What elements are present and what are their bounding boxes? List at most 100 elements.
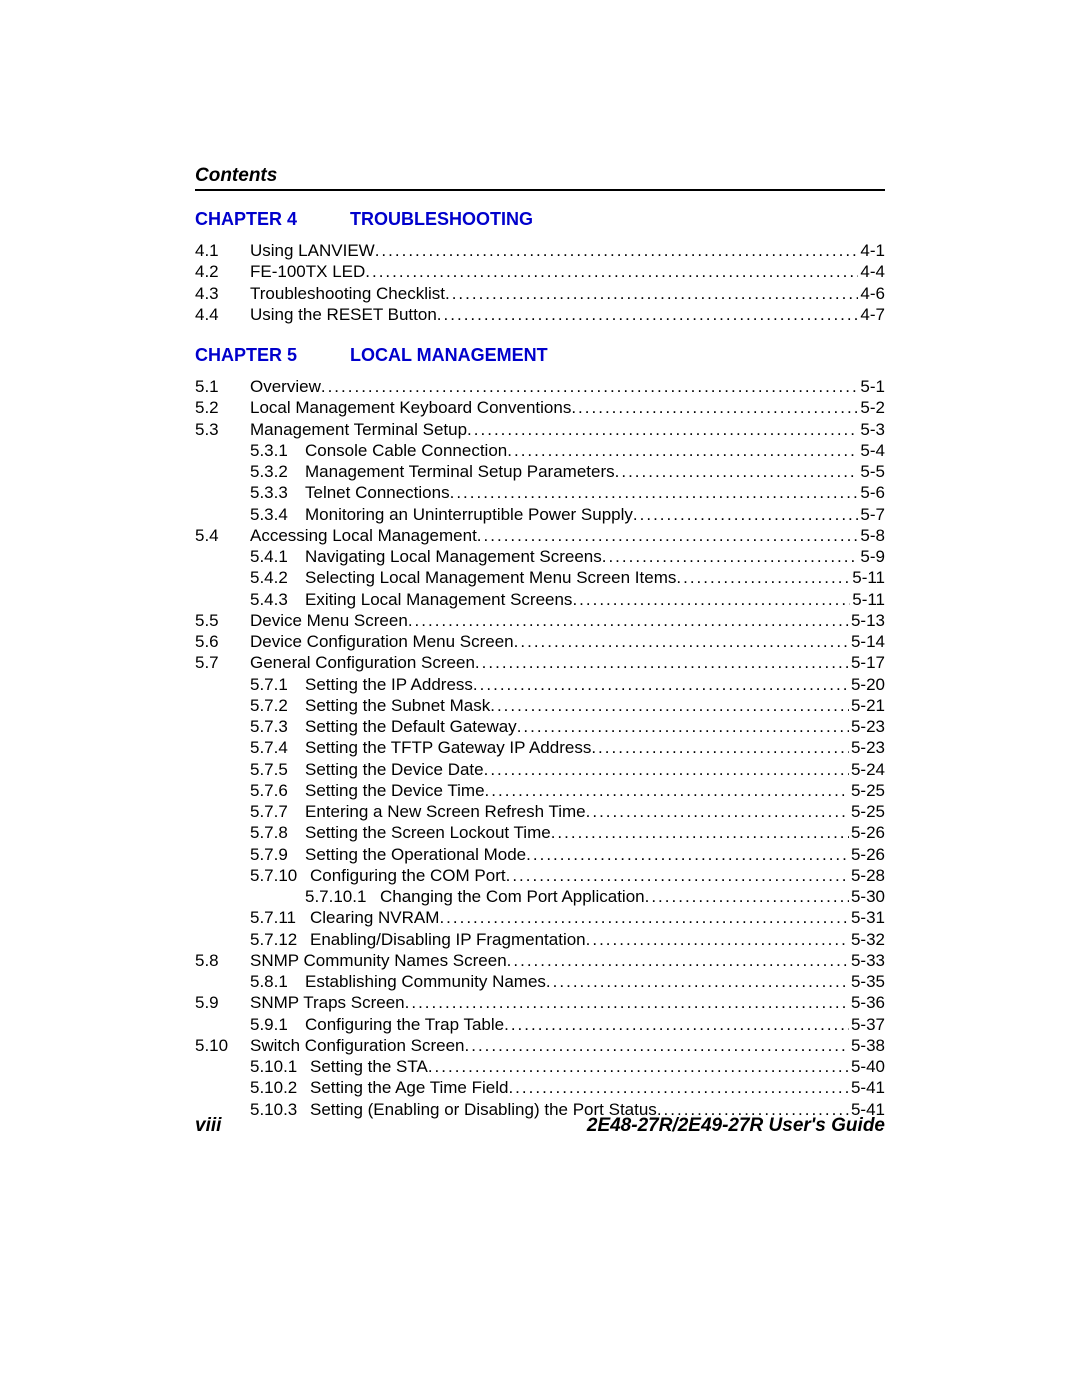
toc-entry-page: 5-7 [858, 504, 885, 525]
toc-entry-number: 5.3.4 [250, 504, 305, 525]
chapter5-heading: CHAPTER 5 LOCAL MANAGEMENT [195, 345, 885, 366]
toc-entry-text: Clearing NVRAM [310, 907, 439, 928]
toc-entry-text: Configuring the Trap Table [305, 1014, 504, 1035]
toc-entry-page: 5-26 [849, 844, 885, 865]
toc-entry-page: 5-14 [849, 631, 885, 652]
toc-leader-dots: ........................................… [473, 674, 849, 695]
toc-entry-text: Setting the Operational Mode [305, 844, 526, 865]
toc-leader-dots: ........................................… [439, 907, 849, 928]
toc-entry-text: Using the RESET Button [250, 304, 437, 325]
toc-leader-dots: ........................................… [645, 886, 849, 907]
toc-entry-page: 5-36 [849, 992, 885, 1013]
toc-leader-dots: ........................................… [490, 695, 849, 716]
toc-entry-page: 4-6 [858, 283, 885, 304]
toc-entry-number: 5.7.2 [250, 695, 305, 716]
toc-entry-number: 5.7.3 [250, 716, 305, 737]
toc-entry-text: Troubleshooting Checklist [250, 283, 445, 304]
toc-row: 5.7.6Setting the Device Time............… [195, 780, 885, 801]
toc-entry-text: Setting the IP Address [305, 674, 473, 695]
toc-entry-number: 5.4.1 [250, 546, 305, 567]
toc-entry-text: Establishing Community Names [305, 971, 546, 992]
toc-leader-dots: ........................................… [321, 376, 859, 397]
page-footer: viii 2E48-27R/2E49-27R User's Guide [195, 1115, 885, 1137]
toc-leader-dots: ........................................… [551, 822, 849, 843]
toc-row: 5.4.2Selecting Local Management Menu Scr… [195, 567, 885, 588]
toc-entry-page: 5-21 [849, 695, 885, 716]
page-header-title: Contents [195, 165, 277, 186]
toc-entry-text: Navigating Local Management Screens [305, 546, 602, 567]
toc-leader-dots: ........................................… [375, 240, 859, 261]
toc-entry-text: Switch Configuration Screen [250, 1035, 465, 1056]
chapter5-title: LOCAL MANAGEMENT [350, 345, 548, 365]
toc-leader-dots: ........................................… [517, 716, 849, 737]
toc-entry-page: 4-7 [858, 304, 885, 325]
toc-row: 5.7.10Configuring the COM Port..........… [195, 865, 885, 886]
toc-row: 5.7.3Setting the Default Gateway........… [195, 716, 885, 737]
toc-leader-dots: ........................................… [526, 844, 849, 865]
toc-row: 5.7.5Setting the Device Date............… [195, 759, 885, 780]
toc-row: 4.2FE-100TX LED.........................… [195, 261, 885, 282]
toc-entry-number: 5.10 [195, 1035, 250, 1056]
toc-leader-dots: ........................................… [586, 929, 849, 950]
toc-entry-number: 5.7.4 [250, 737, 305, 758]
chapter4-label: CHAPTER 4 [195, 209, 345, 230]
toc-leader-dots: ........................................… [467, 419, 858, 440]
chapter4-title: TROUBLESHOOTING [350, 209, 533, 229]
toc-entry-number: 5.2 [195, 397, 250, 418]
toc-entry-number: 5.7.10 [250, 865, 310, 886]
toc-entry-text: Local Management Keyboard Conventions [250, 397, 571, 418]
toc-leader-dots: ........................................… [602, 546, 859, 567]
toc-leader-dots: ........................................… [571, 397, 858, 418]
toc-entry-number: 5.4.3 [250, 589, 305, 610]
toc-leader-dots: ........................................… [586, 801, 849, 822]
chapter5-label: CHAPTER 5 [195, 345, 345, 366]
toc-leader-dots: ........................................… [365, 261, 858, 282]
toc-row: 5.7.7Entering a New Screen Refresh Time.… [195, 801, 885, 822]
toc-entry-text: Using LANVIEW [250, 240, 375, 261]
toc-leader-dots: ........................................… [546, 971, 849, 992]
toc-entry-number: 5.4 [195, 525, 250, 546]
toc-row: 5.8.1Establishing Community Names.......… [195, 971, 885, 992]
toc-entry-text: SNMP Traps Screen [250, 992, 405, 1013]
toc-entry-number: 5.7.10.1 [305, 886, 380, 907]
toc-row: 5.7.9Setting the Operational Mode.......… [195, 844, 885, 865]
toc-row: 5.6Device Configuration Menu Screen.....… [195, 631, 885, 652]
toc-entry-text: Management Terminal Setup [250, 419, 467, 440]
toc-row: 5.7.8Setting the Screen Lockout Time....… [195, 822, 885, 843]
toc-row: 5.1Overview.............................… [195, 376, 885, 397]
toc-row: 5.5Device Menu Screen...................… [195, 610, 885, 631]
toc-entry-number: 5.3.1 [250, 440, 305, 461]
toc-entry-number: 5.10.1 [250, 1056, 310, 1077]
toc-row: 5.2Local Management Keyboard Conventions… [195, 397, 885, 418]
toc-leader-dots: ........................................… [504, 1014, 849, 1035]
toc-entry-text: Monitoring an Uninterruptible Power Supp… [305, 504, 633, 525]
toc-entry-page: 5-4 [858, 440, 885, 461]
toc-leader-dots: ........................................… [475, 652, 849, 673]
page-content: Contents CHAPTER 4 TROUBLESHOOTING 4.1Us… [195, 165, 885, 1140]
toc-leader-dots: ........................................… [485, 780, 849, 801]
toc-entry-page: 5-23 [849, 737, 885, 758]
toc-entry-number: 5.9 [195, 992, 250, 1013]
toc-entry-number: 5.5 [195, 610, 250, 631]
chapter5-toc: 5.1Overview.............................… [195, 376, 885, 1120]
toc-entry-page: 5-11 [850, 567, 885, 588]
toc-row: 4.1Using LANVIEW........................… [195, 240, 885, 261]
toc-leader-dots: ........................................… [514, 631, 849, 652]
toc-entry-number: 5.7 [195, 652, 250, 673]
toc-entry-text: Telnet Connections [305, 482, 450, 503]
toc-entry-page: 5-6 [858, 482, 885, 503]
toc-row: 5.3Management Terminal Setup............… [195, 419, 885, 440]
toc-entry-text: FE-100TX LED [250, 261, 365, 282]
toc-leader-dots: ........................................… [437, 304, 859, 325]
toc-row: 5.7General Configuration Screen.........… [195, 652, 885, 673]
toc-entry-text: SNMP Community Names Screen [250, 950, 507, 971]
toc-entry-number: 5.7.7 [250, 801, 305, 822]
toc-entry-page: 4-4 [858, 261, 885, 282]
toc-row: 5.10.1Setting the STA...................… [195, 1056, 885, 1077]
toc-entry-text: Setting the STA [310, 1056, 428, 1077]
toc-leader-dots: ........................................… [591, 737, 849, 758]
toc-row: 5.3.2Management Terminal Setup Parameter… [195, 461, 885, 482]
toc-entry-page: 5-37 [849, 1014, 885, 1035]
toc-row: 5.3.4Monitoring an Uninterruptible Power… [195, 504, 885, 525]
toc-row: 4.3Troubleshooting Checklist............… [195, 283, 885, 304]
